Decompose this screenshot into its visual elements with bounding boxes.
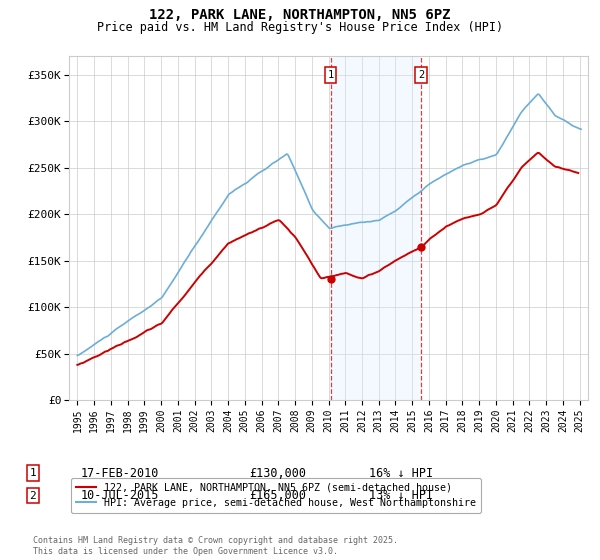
Text: £165,000: £165,000: [249, 489, 306, 502]
Text: 1: 1: [328, 70, 334, 80]
Text: Price paid vs. HM Land Registry's House Price Index (HPI): Price paid vs. HM Land Registry's House …: [97, 21, 503, 34]
Text: 1: 1: [29, 468, 37, 478]
Text: 16% ↓ HPI: 16% ↓ HPI: [369, 466, 433, 480]
Text: 2: 2: [418, 70, 424, 80]
Text: Contains HM Land Registry data © Crown copyright and database right 2025.
This d: Contains HM Land Registry data © Crown c…: [33, 536, 398, 556]
Text: 13% ↓ HPI: 13% ↓ HPI: [369, 489, 433, 502]
Text: 122, PARK LANE, NORTHAMPTON, NN5 6PZ: 122, PARK LANE, NORTHAMPTON, NN5 6PZ: [149, 8, 451, 22]
Text: 2: 2: [29, 491, 37, 501]
Bar: [331, 56, 421, 400]
Text: 17-FEB-2010: 17-FEB-2010: [81, 466, 160, 480]
Text: 10-JUL-2015: 10-JUL-2015: [81, 489, 160, 502]
Text: £130,000: £130,000: [249, 466, 306, 480]
Legend: 122, PARK LANE, NORTHAMPTON, NN5 6PZ (semi-detached house), HPI: Average price, : 122, PARK LANE, NORTHAMPTON, NN5 6PZ (se…: [71, 478, 481, 513]
